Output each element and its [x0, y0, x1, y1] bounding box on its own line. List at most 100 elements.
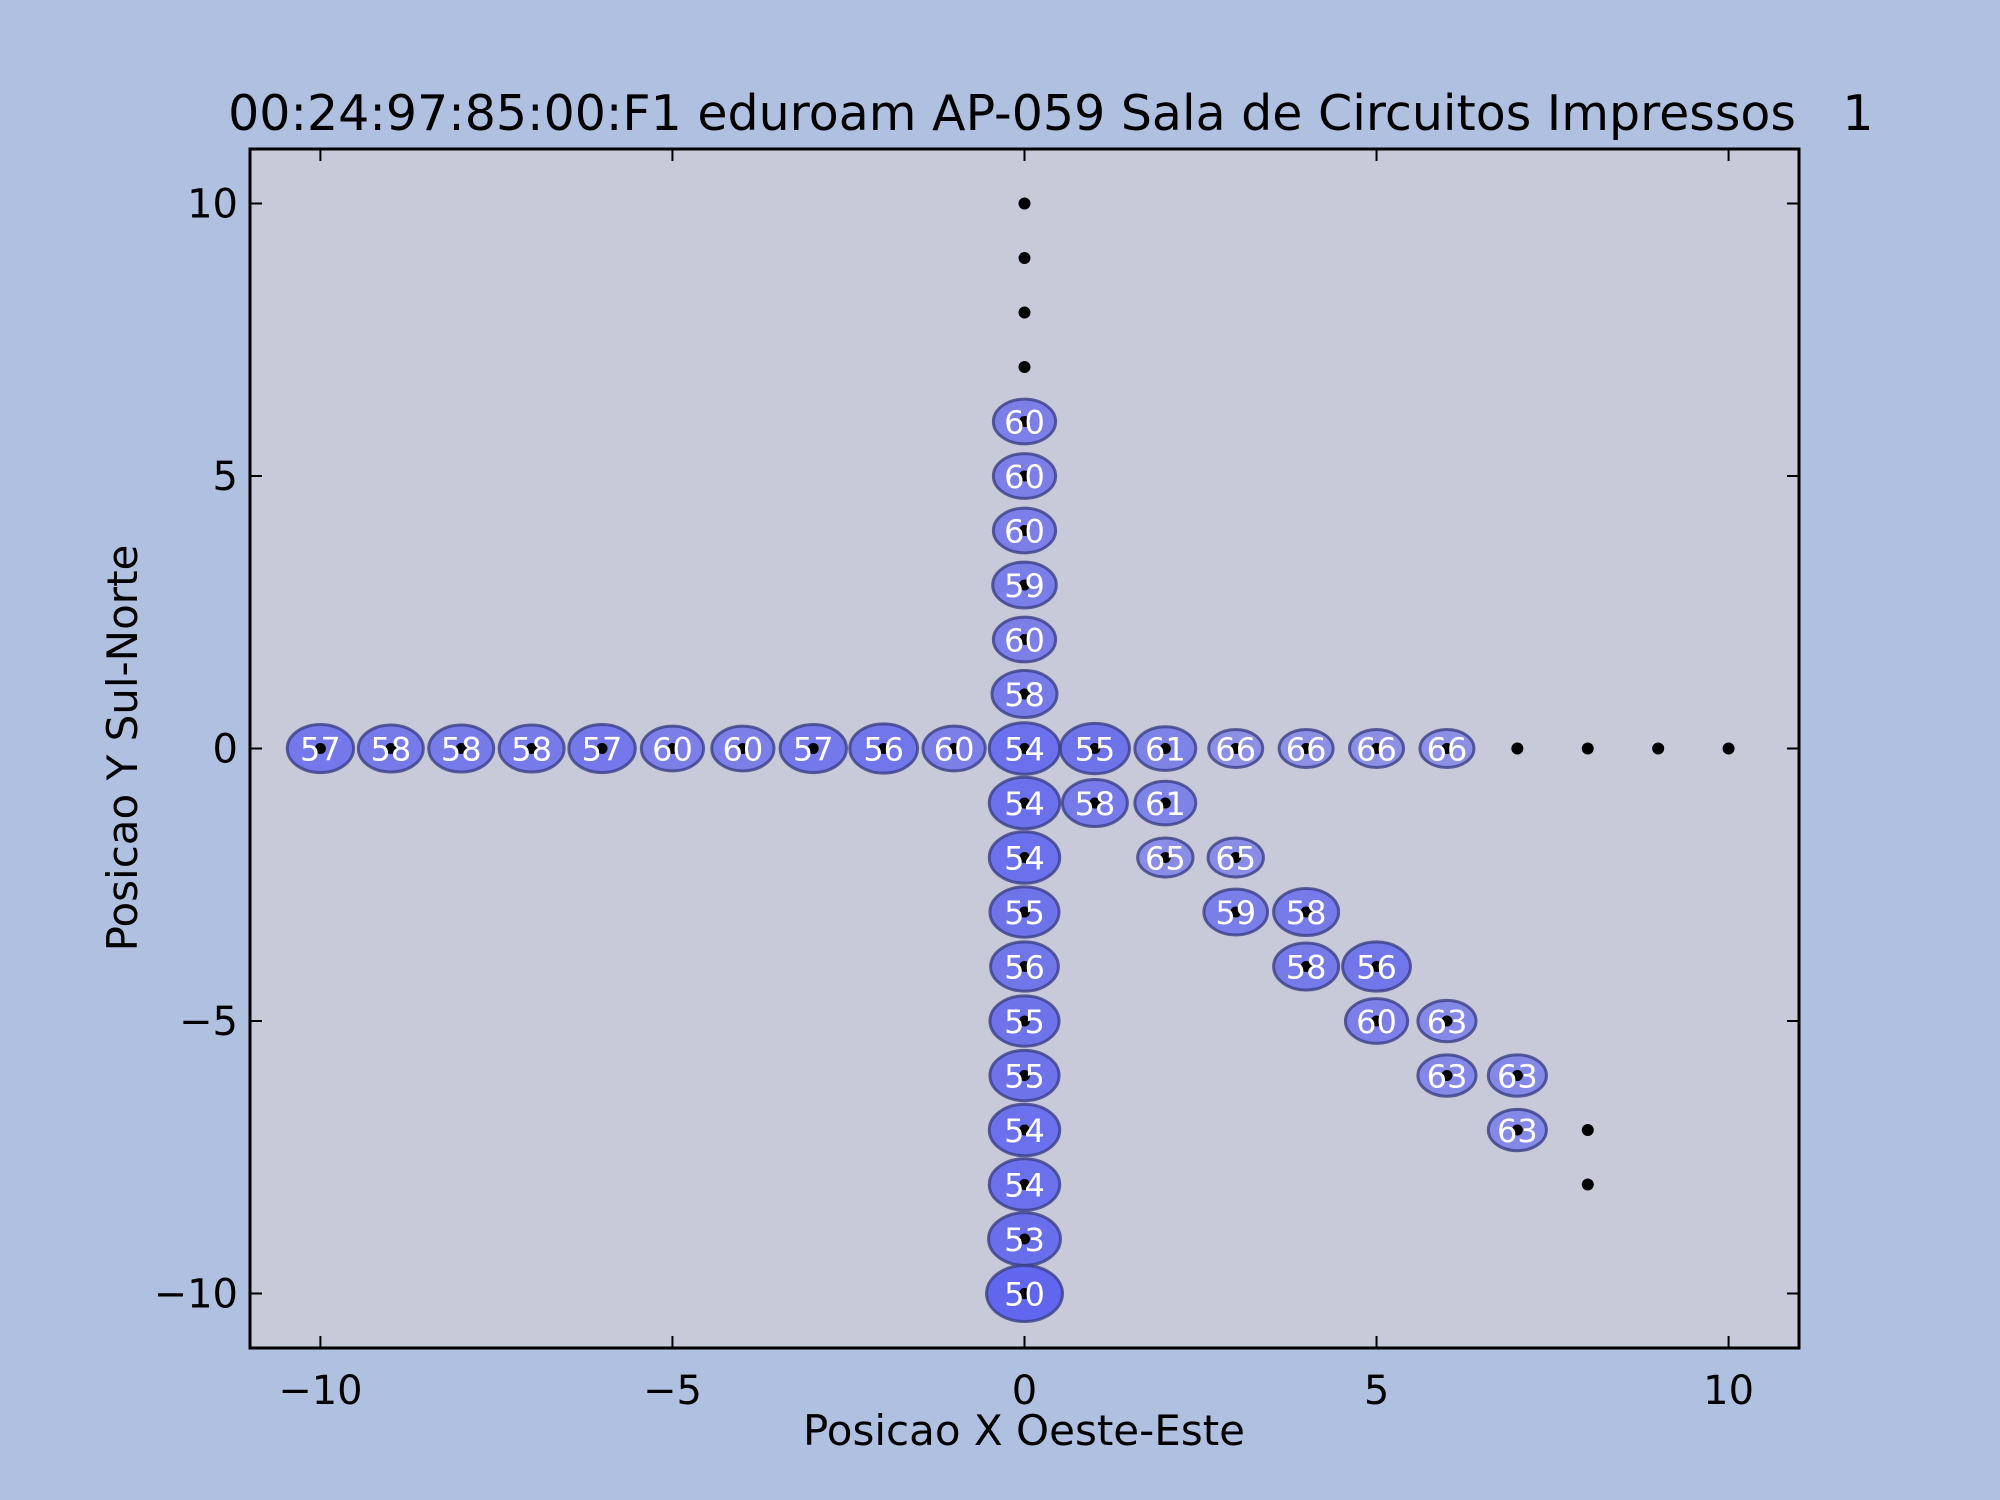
measurement-labels: 57 58 58 58 57 60 60 57 56 60 54 55 61 66 66 66 66 60 60 60…	[300, 404, 1538, 1314]
x-axis-label: Posicao X Oeste-Este	[803, 1406, 1245, 1455]
unmeasured-point	[1018, 306, 1031, 319]
measurement-value-label: 66	[1286, 731, 1327, 769]
sample-point	[948, 743, 960, 754]
measurement-value-label: 59	[1215, 894, 1256, 932]
x-tick-label: −5	[643, 1368, 702, 1414]
sample-point	[1300, 906, 1312, 918]
unmeasured-point	[1018, 197, 1031, 210]
measurement-value-label: 58	[1286, 894, 1327, 932]
measurement-value-label: 60	[1356, 1003, 1397, 1041]
measurement-value-label: 56	[1004, 949, 1045, 987]
sample-point	[1441, 743, 1453, 754]
measurement-value-label: 60	[1004, 404, 1045, 442]
unmeasured-point	[1652, 742, 1665, 755]
sample-point	[1019, 1124, 1030, 1136]
sample-points	[314, 197, 1735, 1299]
sample-point	[1019, 743, 1030, 754]
y-tick-label: 0	[213, 727, 238, 773]
sample-point	[526, 743, 538, 754]
sample-point	[1230, 852, 1242, 863]
sample-point	[596, 743, 608, 754]
sample-point	[807, 743, 819, 754]
sample-point	[1371, 1015, 1383, 1027]
sample-point	[1230, 906, 1242, 918]
measurement-value-label: 60	[1004, 622, 1045, 660]
sample-point	[1019, 1070, 1030, 1081]
unmeasured-point	[1581, 742, 1594, 755]
sample-point	[1019, 634, 1030, 645]
chart-title-right: 1	[1842, 85, 1873, 142]
sample-point	[1230, 743, 1242, 754]
sample-point	[1019, 525, 1030, 536]
measurement-value-label: 63	[1427, 1058, 1468, 1096]
measurement-value-label: 66	[1215, 731, 1256, 769]
x-tick-label: −10	[278, 1368, 362, 1414]
sample-point	[314, 743, 326, 754]
sample-point	[1441, 1070, 1453, 1081]
plot-frame	[248, 147, 1801, 1350]
measurement-value-label: 54	[1004, 840, 1045, 878]
measurement-value-label: 55	[1004, 1003, 1045, 1041]
y-tick-label: −5	[179, 999, 238, 1045]
sample-point	[1371, 743, 1383, 754]
sample-point	[1371, 961, 1383, 972]
sample-point	[1019, 579, 1030, 591]
unmeasured-point	[1018, 361, 1031, 373]
sample-point	[1511, 1070, 1523, 1081]
measurement-value-label: 56	[863, 731, 904, 769]
sample-point	[1159, 852, 1171, 863]
sample-point	[1089, 797, 1101, 809]
measurement-value-label: 54	[1004, 1112, 1045, 1150]
unmeasured-point	[1722, 742, 1735, 755]
measurement-value-label: 54	[1004, 785, 1045, 823]
sample-point	[1019, 1015, 1030, 1027]
measurement-value-label: 60	[934, 731, 975, 769]
sample-point	[1019, 470, 1030, 482]
axis-ticks	[250, 149, 1799, 1348]
measurement-value-label: 66	[1356, 731, 1397, 769]
measurement-value-label: 57	[300, 731, 341, 769]
measurement-value-label: 58	[1286, 949, 1327, 987]
measurement-value-label: 56	[1356, 949, 1397, 987]
sample-point	[1019, 906, 1030, 918]
x-tick-label: 0	[1012, 1368, 1037, 1414]
sample-point	[1019, 416, 1030, 427]
sample-point	[385, 743, 397, 754]
sample-point	[1019, 852, 1030, 863]
sample-point	[1019, 688, 1030, 700]
y-axis-label: Posicao Y Sul-Norte	[98, 545, 147, 952]
unmeasured-point	[1511, 742, 1524, 755]
sample-point	[1159, 743, 1171, 754]
measurement-value-label: 60	[1004, 458, 1045, 496]
y-tick-label: 5	[213, 454, 238, 500]
unmeasured-point	[1581, 1124, 1594, 1136]
sample-point	[1089, 743, 1101, 754]
sample-point	[1159, 797, 1171, 809]
sample-point	[1441, 1015, 1453, 1027]
measurement-value-label: 65	[1145, 840, 1186, 878]
measurement-value-label: 58	[511, 731, 552, 769]
sample-point	[1019, 1179, 1030, 1190]
measurement-value-label: 61	[1145, 785, 1186, 823]
measurement-value-label: 57	[582, 731, 623, 769]
x-tick-label: 5	[1364, 1368, 1389, 1414]
measurement-value-label: 58	[1004, 676, 1045, 714]
measurement-value-label: 63	[1497, 1112, 1538, 1150]
measurement-value-label: 50	[1004, 1276, 1045, 1314]
y-tick-label: −10	[154, 1272, 238, 1318]
sample-point	[737, 743, 749, 754]
tick-labels: −10 −5 0 5 10 −10 −5 0 5 10	[154, 182, 1754, 1415]
sample-point	[878, 743, 890, 754]
chart-title: 00:24:97:85:00:F1 eduroam AP-059 Sala de…	[228, 85, 1796, 142]
sample-point	[1019, 1233, 1030, 1245]
measurement-value-label: 54	[1004, 1167, 1045, 1205]
y-tick-label: 10	[187, 182, 238, 228]
unmeasured-point	[1018, 252, 1031, 264]
sample-point	[1300, 743, 1312, 754]
measurement-value-label: 58	[441, 731, 482, 769]
sample-point	[1019, 1288, 1030, 1299]
sample-point	[1511, 1124, 1523, 1136]
x-tick-label: 10	[1703, 1368, 1754, 1414]
measurement-value-label: 53	[1004, 1221, 1045, 1259]
measurement-value-label: 63	[1427, 1003, 1468, 1041]
